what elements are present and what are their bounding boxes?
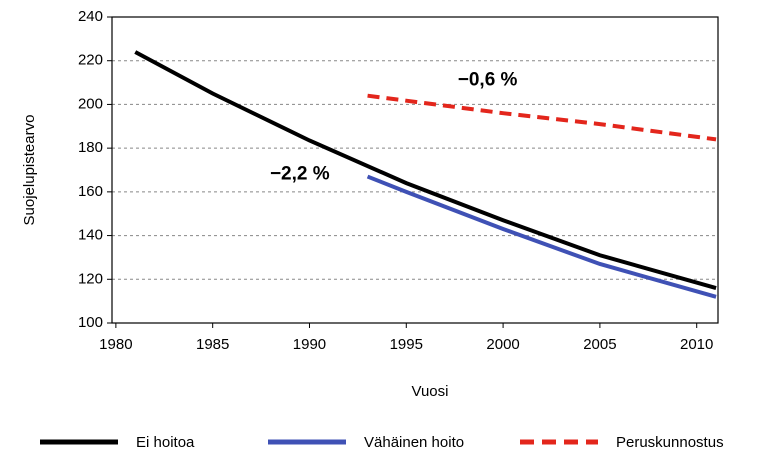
- line-series: [367, 93, 717, 142]
- x-tick-label: 2000: [486, 336, 519, 353]
- y-tick-label: 240: [78, 8, 103, 25]
- x-tick-label: 1985: [196, 336, 229, 353]
- y-tick-label: 160: [78, 183, 103, 200]
- x-tick-label: 1980: [99, 336, 132, 353]
- y-tick-label: 220: [78, 52, 103, 69]
- legend-label: Ei hoitoa: [136, 434, 195, 451]
- y-tick-label: 100: [78, 314, 103, 331]
- x-tick-label: 2010: [680, 336, 713, 353]
- y-axis-label: Suojelupistearvo: [21, 115, 38, 226]
- y-tick-label: 140: [78, 227, 103, 244]
- y-tick-label: 200: [78, 95, 103, 112]
- line-series: [366, 174, 717, 299]
- legend-label: Peruskunnostus: [616, 434, 724, 451]
- x-tick-label: 2005: [583, 336, 616, 353]
- y-tick-label: 120: [78, 270, 103, 287]
- annotation: −2,2 %: [270, 163, 330, 184]
- plot-frame: [111, 16, 719, 324]
- legend-label: Vähäinen hoito: [364, 434, 464, 451]
- x-tick-label: 1995: [390, 336, 423, 353]
- annotation: −0,6 %: [458, 69, 518, 90]
- y-tick-label: 180: [78, 139, 103, 156]
- x-tick-label: 1990: [293, 336, 326, 353]
- line-series: [134, 50, 717, 290]
- x-axis-label: Vuosi: [412, 383, 449, 400]
